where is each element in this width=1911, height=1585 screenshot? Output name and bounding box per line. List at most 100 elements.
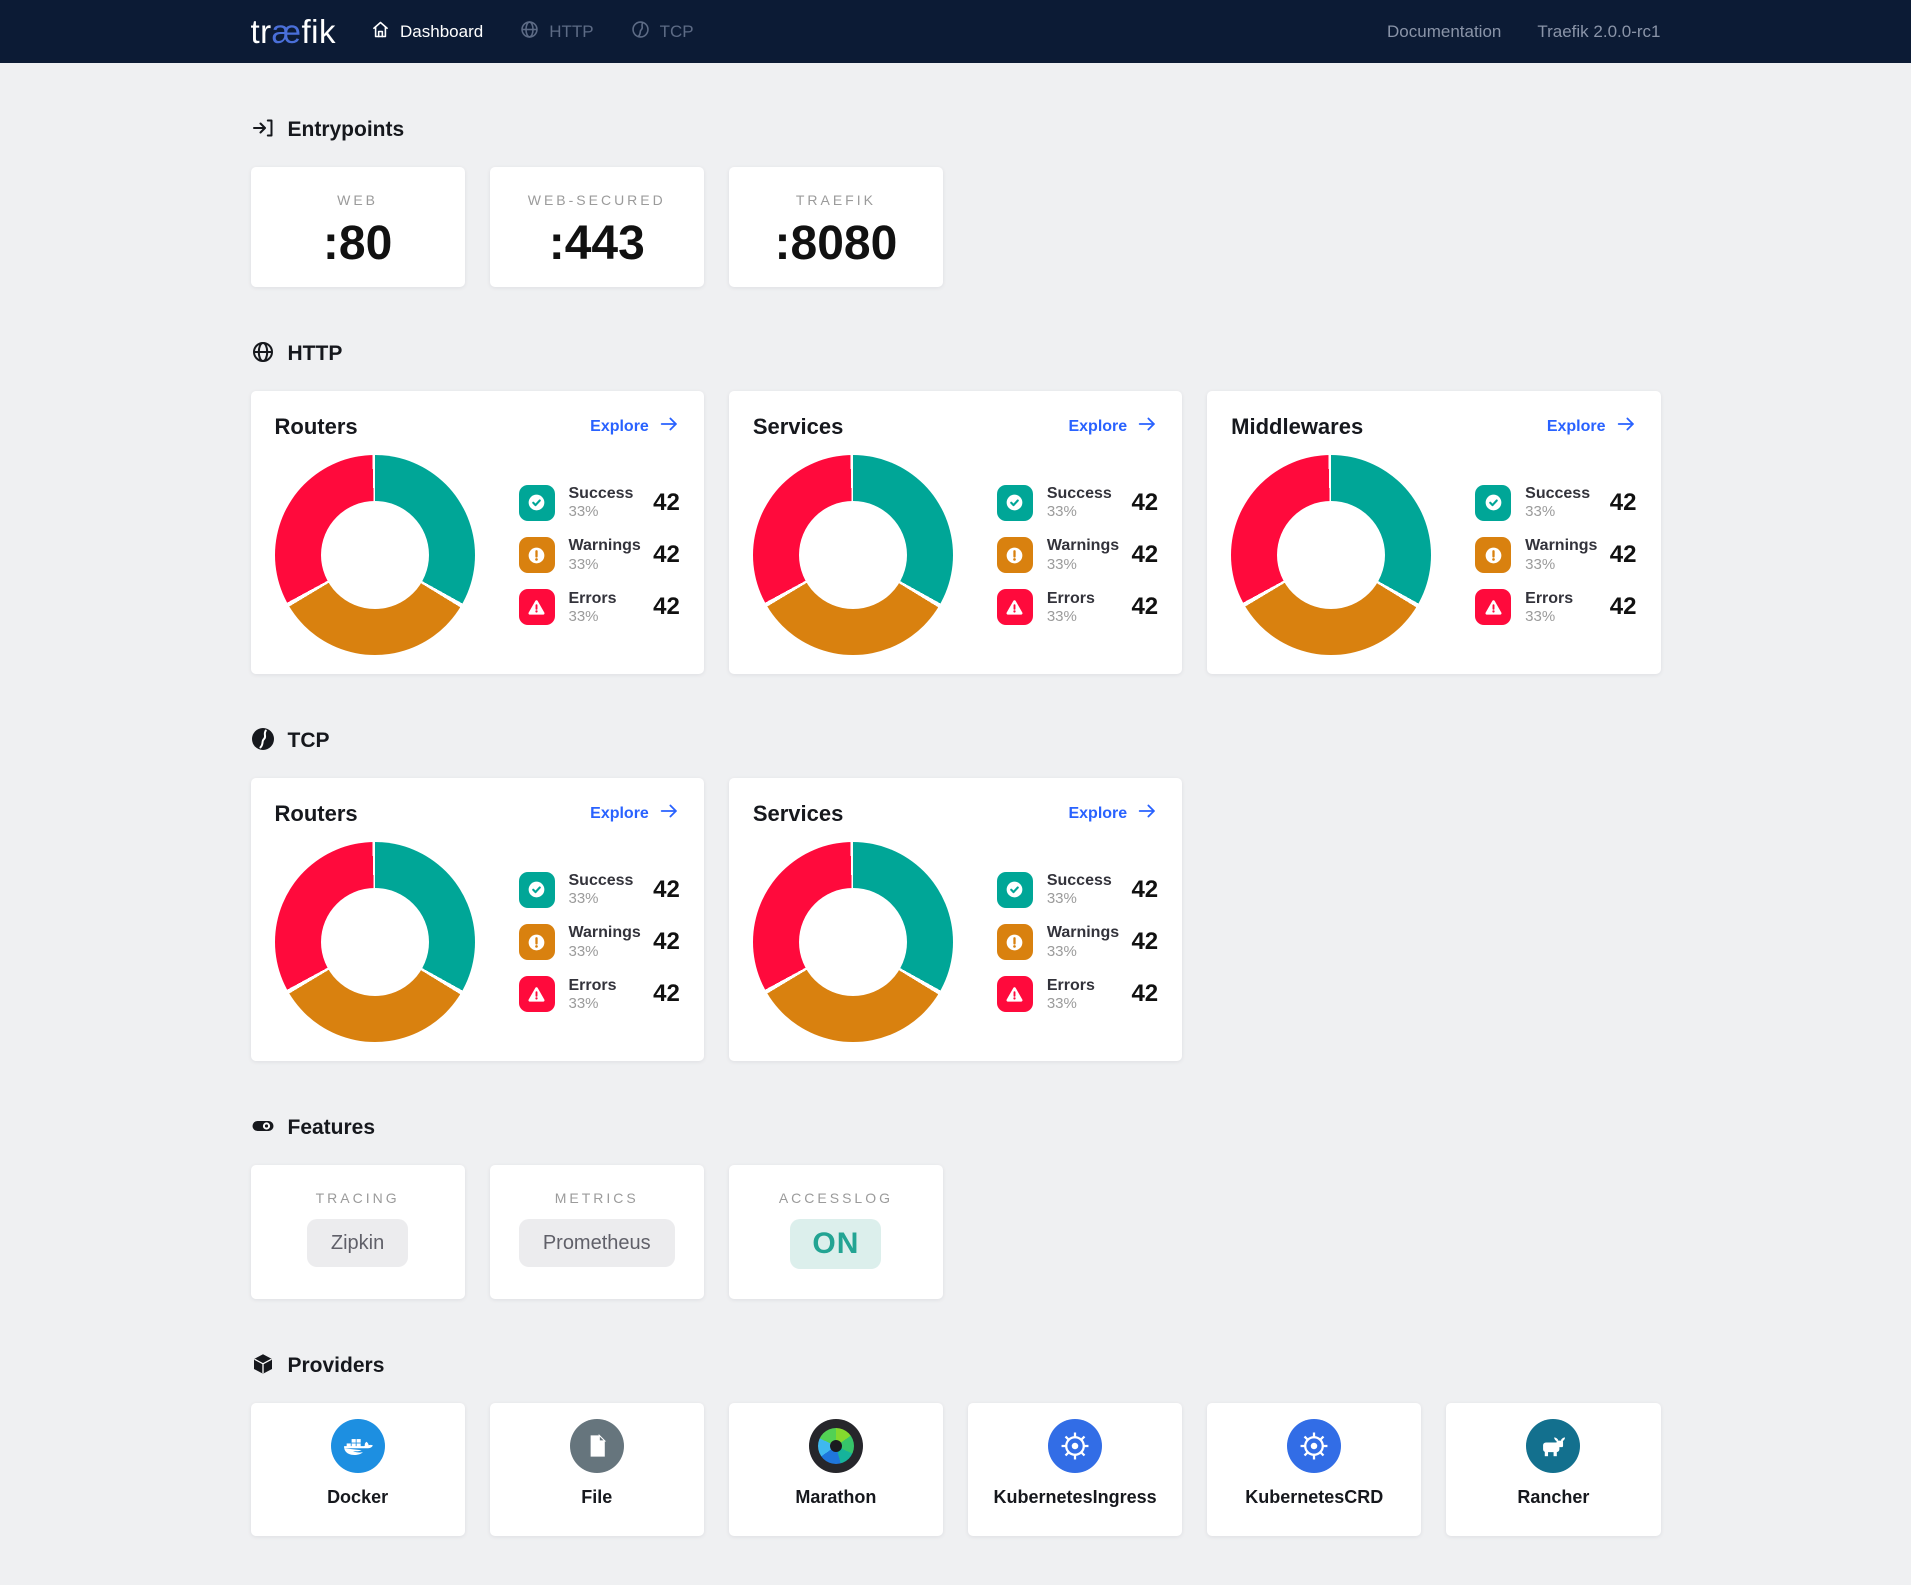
legend-name: Success <box>1046 485 1112 503</box>
legend-count: 42 <box>1609 488 1637 516</box>
legend-row-errors: Errors 33% 42 <box>518 589 680 626</box>
provider-name: File <box>581 1487 613 1507</box>
nav-item-label: TCP <box>659 21 694 41</box>
legend-row-errors: Errors 33% 42 <box>996 976 1159 1013</box>
feature-label: METRICS <box>554 1190 639 1206</box>
section-http: HTTP Routers Explore Success <box>250 340 1661 674</box>
entrypoint-port: :8080 <box>774 217 898 270</box>
nav-item-http[interactable]: HTTP <box>519 19 594 45</box>
stats-card-title: Routers <box>274 413 358 439</box>
feature-label: ACCESSLOG <box>778 1190 893 1206</box>
provider-card-marathon: Marathon <box>728 1403 943 1536</box>
legend-percent: 33% <box>568 555 599 573</box>
checkmark-circle-icon <box>518 484 555 521</box>
legend-count: 42 <box>653 593 680 621</box>
tcp-heading: TCP <box>251 727 1661 756</box>
nav-item-label: HTTP <box>549 21 594 41</box>
traefik-logo[interactable]: træfik <box>251 13 337 51</box>
marathon-icon <box>808 1419 863 1473</box>
alert-circle-icon <box>1475 537 1512 573</box>
rancher-icon <box>1526 1419 1581 1473</box>
legend-name: Success <box>1046 872 1112 890</box>
explore-link[interactable]: Explore <box>1547 413 1637 440</box>
legend-percent: 33% <box>1046 503 1077 521</box>
arrow-right-icon <box>1136 413 1158 440</box>
legend-row-success: Success 33% 42 <box>1475 484 1637 521</box>
legend-percent: 33% <box>568 890 599 908</box>
donut-chart <box>274 455 475 655</box>
cube-icon <box>251 1352 275 1381</box>
checkmark-circle-icon <box>518 871 555 908</box>
legend-count: 42 <box>653 875 680 903</box>
section-title: Features <box>287 1116 376 1139</box>
alert-triangle-icon <box>518 589 555 626</box>
nav-item-label: Dashboard <box>400 21 484 41</box>
explore-link[interactable]: Explore <box>1068 413 1158 440</box>
legend-count: 42 <box>653 488 680 516</box>
feature-card-metrics: METRICS Prometheus <box>489 1165 704 1299</box>
stats-card: Routers Explore Success 33% <box>250 778 704 1061</box>
stats-legend: Success 33% 42 Warnings 33% 42 <box>996 484 1159 626</box>
alert-triangle-icon <box>996 976 1033 1013</box>
entrypoint-card-traefik: TRAEFIK :8080 <box>728 167 943 287</box>
version-link[interactable]: Traefik 2.0.0-rc1 <box>1537 21 1661 41</box>
checkmark-circle-icon <box>996 871 1033 908</box>
explore-label: Explore <box>1068 804 1128 822</box>
legend-name: Errors <box>1046 976 1095 994</box>
legend-row-success: Success 33% 42 <box>518 871 680 908</box>
http-cards-grid: Routers Explore Success 33% <box>250 391 1661 674</box>
feature-value-pill: Zipkin <box>306 1219 409 1267</box>
globe-icon <box>519 19 540 45</box>
legend-count: 42 <box>1131 875 1159 903</box>
legend-count: 42 <box>1131 593 1159 621</box>
entrypoint-card-web: WEB :80 <box>250 167 465 287</box>
donut-chart <box>752 842 953 1042</box>
legend-row-warnings: Warnings 33% 42 <box>1475 536 1637 573</box>
legend-count: 42 <box>1131 541 1159 568</box>
nav-item-tcp[interactable]: TCP <box>630 19 694 45</box>
explore-link[interactable]: Explore <box>590 413 680 440</box>
explore-link[interactable]: Explore <box>1068 800 1158 827</box>
provider-name: Marathon <box>795 1487 877 1507</box>
legend-percent: 33% <box>1525 503 1556 521</box>
globe-icon <box>251 340 275 369</box>
alert-circle-icon <box>518 537 555 573</box>
stats-legend: Success 33% 42 Warnings 33% 42 <box>518 484 680 626</box>
stats-card-title: Services <box>752 413 844 439</box>
swap-circle-icon <box>251 727 275 756</box>
legend-name: Success <box>568 485 634 503</box>
entrypoints-heading: Entrypoints <box>251 117 1661 143</box>
legend-name: Warnings <box>1525 537 1598 555</box>
feature-value-pill-on: ON <box>790 1219 882 1269</box>
kubernetes-icon <box>1048 1419 1103 1473</box>
section-title: HTTP <box>287 342 343 365</box>
dashboard-page: Entrypoints WEB :80 WEB-SECURED :443 TRA… <box>250 117 1661 1584</box>
legend-count: 42 <box>653 928 680 955</box>
legend-name: Errors <box>568 589 617 607</box>
legend-row-success: Success 33% 42 <box>996 484 1158 521</box>
features-heading: Features <box>251 1115 1661 1141</box>
provider-card-docker: Docker <box>250 1403 465 1536</box>
nav-item-dashboard[interactable]: Dashboard <box>370 19 483 45</box>
section-title: Entrypoints <box>287 118 405 141</box>
entrypoint-label: TRAEFIK <box>795 192 876 208</box>
entrypoint-port: :443 <box>548 217 645 270</box>
legend-count: 42 <box>1131 980 1159 1008</box>
stats-legend: Success 33% 42 Warnings 33% 42 <box>996 871 1159 1013</box>
nav-right: Documentation Traefik 2.0.0-rc1 <box>1387 22 1660 42</box>
stats-card: Routers Explore Success 33% <box>250 391 704 674</box>
provider-name: KubernetesCRD <box>1245 1487 1384 1507</box>
file-icon <box>569 1419 624 1473</box>
provider-card-kubernetes-ingress: KubernetesIngress <box>968 1403 1183 1536</box>
documentation-link[interactable]: Documentation <box>1387 21 1502 41</box>
section-title: TCP <box>287 729 330 752</box>
main-nav: Dashboard HTTP TCP <box>370 19 694 45</box>
section-entrypoints: Entrypoints WEB :80 WEB-SECURED :443 TRA… <box>250 117 1661 287</box>
explore-link[interactable]: Explore <box>590 800 680 827</box>
legend-name: Warnings <box>1046 537 1120 555</box>
legend-name: Warnings <box>568 924 641 942</box>
provider-card-kubernetes-crd: KubernetesCRD <box>1207 1403 1422 1536</box>
arrow-right-icon <box>658 413 680 440</box>
legend-percent: 33% <box>1046 994 1077 1012</box>
feature-value-pill: Prometheus <box>518 1219 675 1267</box>
